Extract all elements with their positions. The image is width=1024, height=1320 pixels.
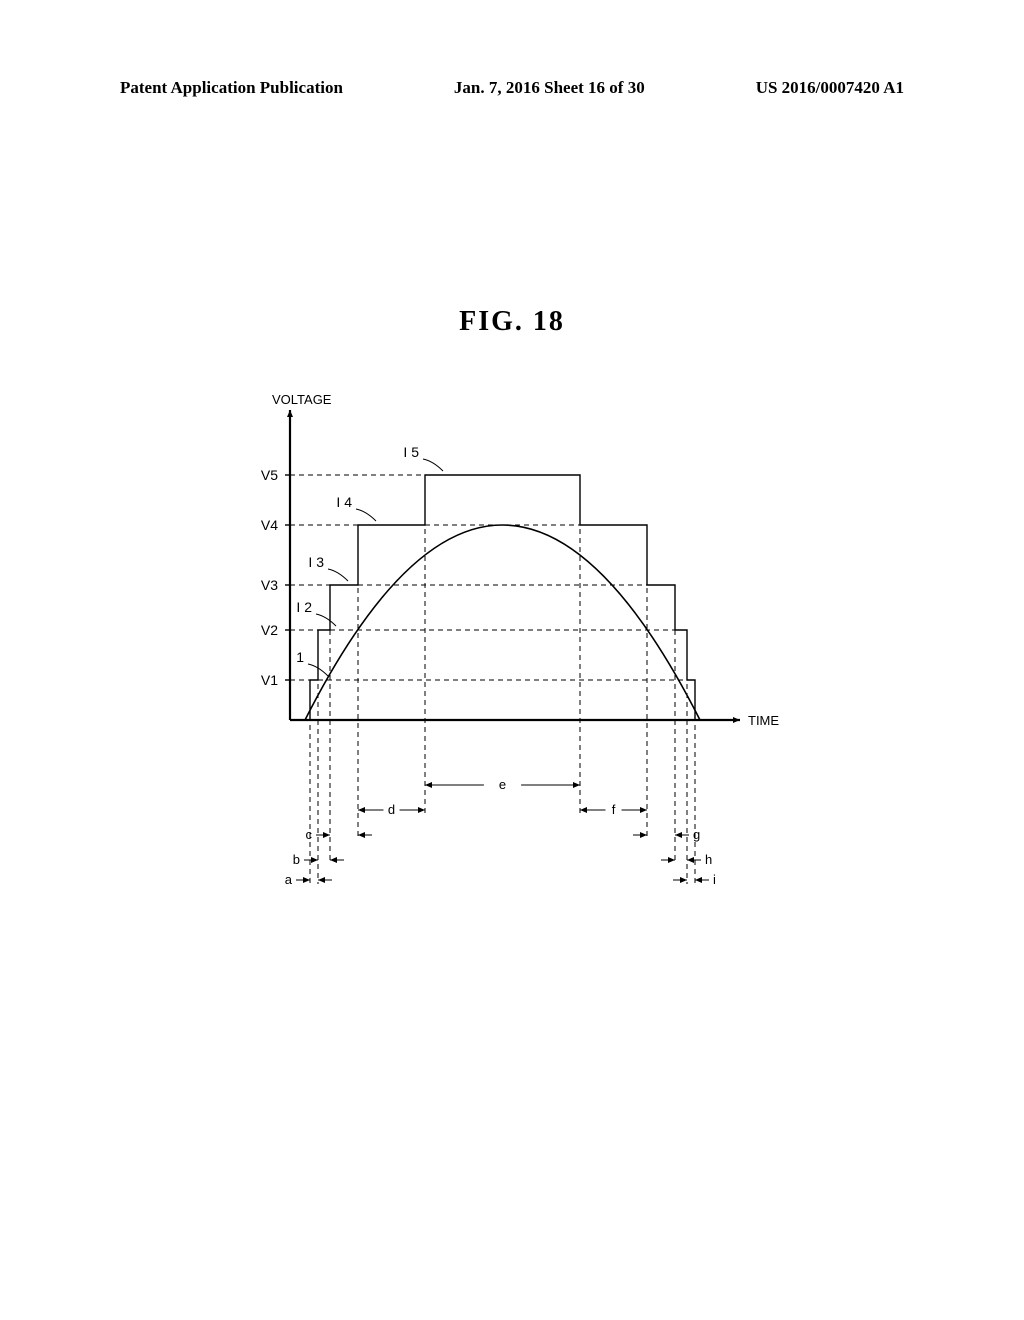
svg-text:V5: V5 [261, 467, 278, 483]
svg-text:I 4: I 4 [336, 494, 352, 510]
svg-text:I 2: I 2 [296, 599, 312, 615]
svg-text:h: h [705, 852, 712, 867]
svg-text:VOLTAGE: VOLTAGE [272, 392, 332, 407]
header-center: Jan. 7, 2016 Sheet 16 of 30 [454, 78, 645, 98]
header-right: US 2016/0007420 A1 [756, 78, 904, 98]
svg-text:V3: V3 [261, 577, 278, 593]
svg-text:b: b [293, 852, 300, 867]
svg-text:V1: V1 [261, 672, 278, 688]
svg-text:V4: V4 [261, 517, 278, 533]
svg-text:d: d [388, 802, 395, 817]
page: Patent Application Publication Jan. 7, 2… [0, 0, 1024, 1320]
svg-text:I 1: I 1 [288, 649, 304, 665]
figure-title: FIG. 18 [0, 306, 1024, 338]
svg-text:V2: V2 [261, 622, 278, 638]
svg-text:a: a [285, 872, 293, 887]
svg-text:g: g [693, 827, 700, 842]
svg-text:f: f [612, 802, 616, 817]
header-left: Patent Application Publication [120, 78, 343, 98]
svg-text:e: e [499, 777, 506, 792]
svg-text:c: c [306, 827, 313, 842]
svg-text:TIME: TIME [748, 713, 779, 728]
svg-text:I 5: I 5 [403, 444, 419, 460]
page-header: Patent Application Publication Jan. 7, 2… [0, 78, 1024, 98]
svg-text:i: i [713, 872, 716, 887]
svg-text:I 3: I 3 [308, 554, 324, 570]
figure-svg: VOLTAGE TIME V1 V2 V3 V4 V5 I 1 I 2 I 3 I 4 I 5 e d f c… [210, 380, 810, 940]
